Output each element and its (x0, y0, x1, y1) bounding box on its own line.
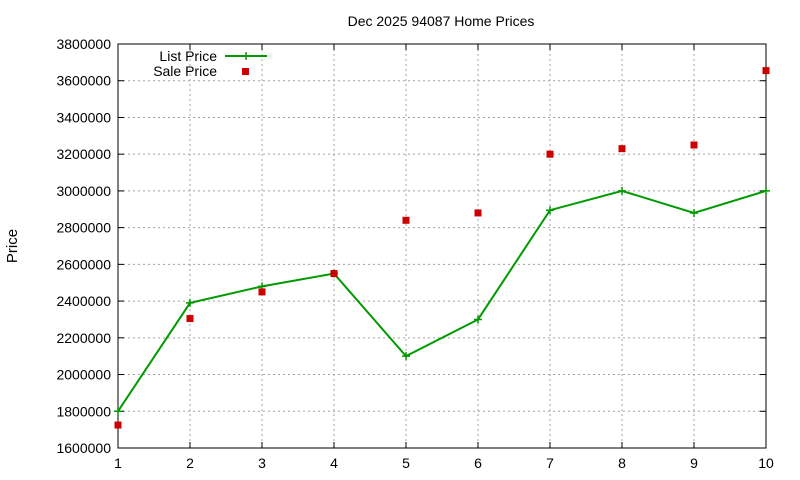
x-tick-label: 4 (330, 455, 338, 471)
x-tick-label: 10 (758, 455, 774, 471)
sale-price-point (690, 141, 698, 149)
sale-price-point (114, 421, 122, 429)
list-price-line (117, 189, 767, 412)
y-tick-label: 3600000 (56, 73, 111, 89)
x-tick-label: 3 (258, 455, 266, 471)
y-tick-label: 2400000 (56, 293, 111, 309)
legend-marker-list-price (242, 52, 250, 60)
sale-price-point (762, 67, 770, 75)
legend-label-sale-price: Sale Price (153, 63, 217, 79)
list-price-point (114, 407, 122, 416)
sale-price-point (474, 209, 482, 217)
list-price-point (690, 208, 698, 217)
y-tick-label: 2800000 (56, 220, 111, 236)
x-tick-label: 2 (186, 455, 194, 471)
legend-marker-sale-price (242, 68, 249, 75)
x-tick-label: 5 (402, 455, 410, 471)
y-tick-label: 2200000 (56, 330, 111, 346)
y-tick-label: 3200000 (56, 146, 111, 162)
y-tick-label: 3400000 (56, 109, 111, 125)
plot-frame (117, 43, 767, 449)
list-price-point (762, 186, 770, 195)
y-axis-label: Price (4, 229, 21, 263)
sale-price-point (186, 315, 194, 323)
sale-price-point (258, 288, 266, 296)
y-tick-label: 1600000 (56, 440, 111, 456)
list-price-point (474, 315, 482, 324)
sale-price-point (330, 270, 338, 278)
chart-title: Dec 2025 94087 Home Prices (348, 13, 535, 29)
y-tick-label: 3800000 (56, 36, 111, 52)
legend: List Price Sale Price (153, 48, 267, 79)
legend-label-list-price: List Price (159, 48, 217, 64)
list-price-point (618, 186, 626, 195)
x-tick-label: 8 (618, 455, 626, 471)
x-tick-label: 6 (474, 455, 482, 471)
y-tick-label: 3000000 (56, 183, 111, 199)
x-tick-label: 9 (690, 455, 698, 471)
x-tick-label: 1 (114, 455, 122, 471)
ticks-layer: 1 2 3 4 5 6 7 8 9 10 1600000 1800000 2000000 2200000 2… (56, 36, 774, 471)
x-tick-label: 7 (546, 455, 554, 471)
sale-price-point (546, 150, 554, 158)
list-price-point (546, 206, 554, 215)
list-price-point (402, 352, 410, 361)
grid-layer (118, 44, 766, 448)
sale-price-point (618, 145, 626, 153)
y-tick-label: 2000000 (56, 367, 111, 383)
y-tick-label: 1800000 (56, 403, 111, 419)
y-tick-label: 2600000 (56, 256, 111, 272)
series-layer (114, 67, 770, 429)
list-price-point (186, 298, 194, 307)
sale-price-point (402, 216, 410, 224)
